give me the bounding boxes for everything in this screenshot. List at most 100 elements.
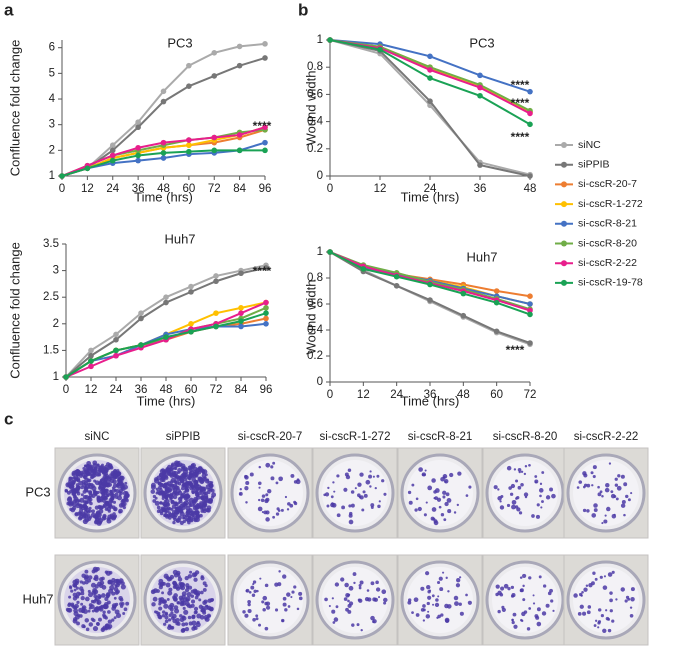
colony — [333, 490, 336, 493]
colony — [534, 481, 537, 484]
colony — [182, 519, 186, 524]
colony — [446, 498, 452, 503]
data-point — [236, 147, 243, 154]
y-tick-label: 1 — [317, 34, 323, 46]
colony — [432, 603, 435, 606]
colony — [200, 576, 205, 581]
colony — [102, 613, 106, 618]
x-tick-label: 12 — [357, 389, 370, 401]
colony — [617, 474, 621, 478]
colony — [298, 591, 303, 596]
colony — [189, 518, 194, 523]
colony — [350, 503, 355, 508]
colony — [383, 492, 387, 496]
colony — [184, 626, 190, 632]
colony — [383, 601, 387, 605]
colony — [442, 490, 447, 495]
colony — [184, 477, 188, 482]
colony — [427, 485, 433, 491]
column-label: si-cscR-2-22 — [574, 431, 639, 443]
data-point — [84, 165, 91, 172]
chart-title: PC3 — [167, 35, 192, 50]
colony — [414, 508, 418, 512]
colony — [177, 468, 182, 473]
colony — [365, 479, 371, 485]
colony — [83, 513, 89, 519]
colony — [348, 513, 353, 518]
colony — [188, 497, 194, 503]
colony — [73, 608, 78, 614]
data-point — [135, 157, 141, 164]
colony — [88, 622, 94, 627]
colony — [444, 617, 450, 623]
colony — [427, 590, 431, 594]
colony — [203, 614, 209, 620]
colony — [347, 599, 350, 603]
colony — [163, 603, 169, 609]
data-point — [113, 347, 119, 354]
colony — [257, 498, 261, 502]
colony — [164, 619, 169, 624]
colony — [497, 488, 500, 491]
colony — [94, 466, 98, 471]
colony — [170, 625, 175, 630]
y-tick-label: 1 — [317, 246, 323, 258]
colony — [620, 587, 625, 592]
colony — [112, 473, 118, 480]
colony — [170, 462, 176, 468]
colony — [528, 576, 532, 580]
colony — [549, 487, 554, 492]
colony — [76, 473, 80, 477]
colony — [102, 610, 106, 614]
chart-title: Huh7 — [164, 231, 195, 246]
colony — [611, 570, 615, 574]
column-label: siNC — [85, 431, 110, 443]
data-point — [186, 62, 192, 69]
colony — [591, 513, 597, 518]
colony — [438, 505, 442, 509]
data-point — [238, 270, 244, 277]
colony — [103, 495, 108, 500]
colony — [431, 507, 437, 512]
x-axis-label: Time (hrs) — [401, 393, 460, 408]
colony — [109, 492, 114, 497]
colony — [200, 478, 205, 484]
chart-title: Huh7 — [466, 249, 497, 264]
well-floor — [322, 460, 388, 526]
colony — [88, 491, 93, 495]
colony — [456, 578, 461, 583]
colony — [192, 625, 197, 629]
colony — [93, 594, 98, 599]
colony — [193, 572, 198, 577]
colony — [201, 499, 207, 505]
y-tick-label: 3 — [53, 265, 59, 277]
data-point — [460, 290, 467, 297]
colony — [238, 491, 243, 496]
x-tick-label: 0 — [59, 183, 65, 195]
colony — [468, 485, 472, 489]
colony — [90, 599, 95, 604]
colony — [551, 493, 556, 499]
colony — [152, 596, 158, 602]
colony — [499, 592, 504, 597]
panel-label: b — [298, 0, 308, 19]
colony — [206, 507, 211, 513]
colony — [522, 584, 525, 588]
colony — [176, 601, 180, 605]
colony — [522, 598, 526, 602]
colony — [597, 485, 600, 489]
colony — [582, 611, 587, 616]
colony — [261, 511, 264, 514]
colony — [520, 588, 524, 593]
colony — [422, 619, 426, 622]
colony — [163, 482, 168, 487]
colony — [97, 498, 101, 502]
colony — [181, 505, 186, 511]
colony — [173, 501, 178, 507]
colony — [203, 503, 208, 508]
colony — [191, 491, 195, 495]
significance: **** — [511, 78, 530, 92]
colony — [196, 613, 202, 619]
colony — [200, 509, 205, 513]
